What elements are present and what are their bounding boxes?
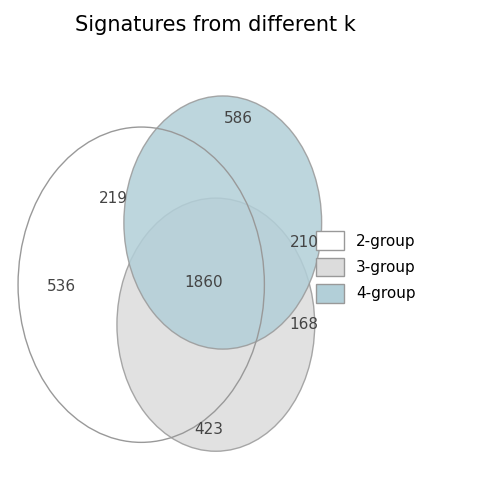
- Circle shape: [124, 96, 322, 349]
- Title: Signatures from different k: Signatures from different k: [76, 15, 356, 35]
- Text: 586: 586: [224, 111, 253, 125]
- Legend: 2-group, 3-group, 4-group: 2-group, 3-group, 4-group: [308, 224, 423, 310]
- Text: 536: 536: [47, 279, 76, 294]
- Text: 219: 219: [99, 191, 128, 206]
- Circle shape: [117, 198, 314, 451]
- Text: 210: 210: [290, 235, 319, 250]
- Text: 168: 168: [290, 317, 319, 332]
- Text: 423: 423: [195, 421, 223, 436]
- Text: 1860: 1860: [184, 275, 223, 290]
